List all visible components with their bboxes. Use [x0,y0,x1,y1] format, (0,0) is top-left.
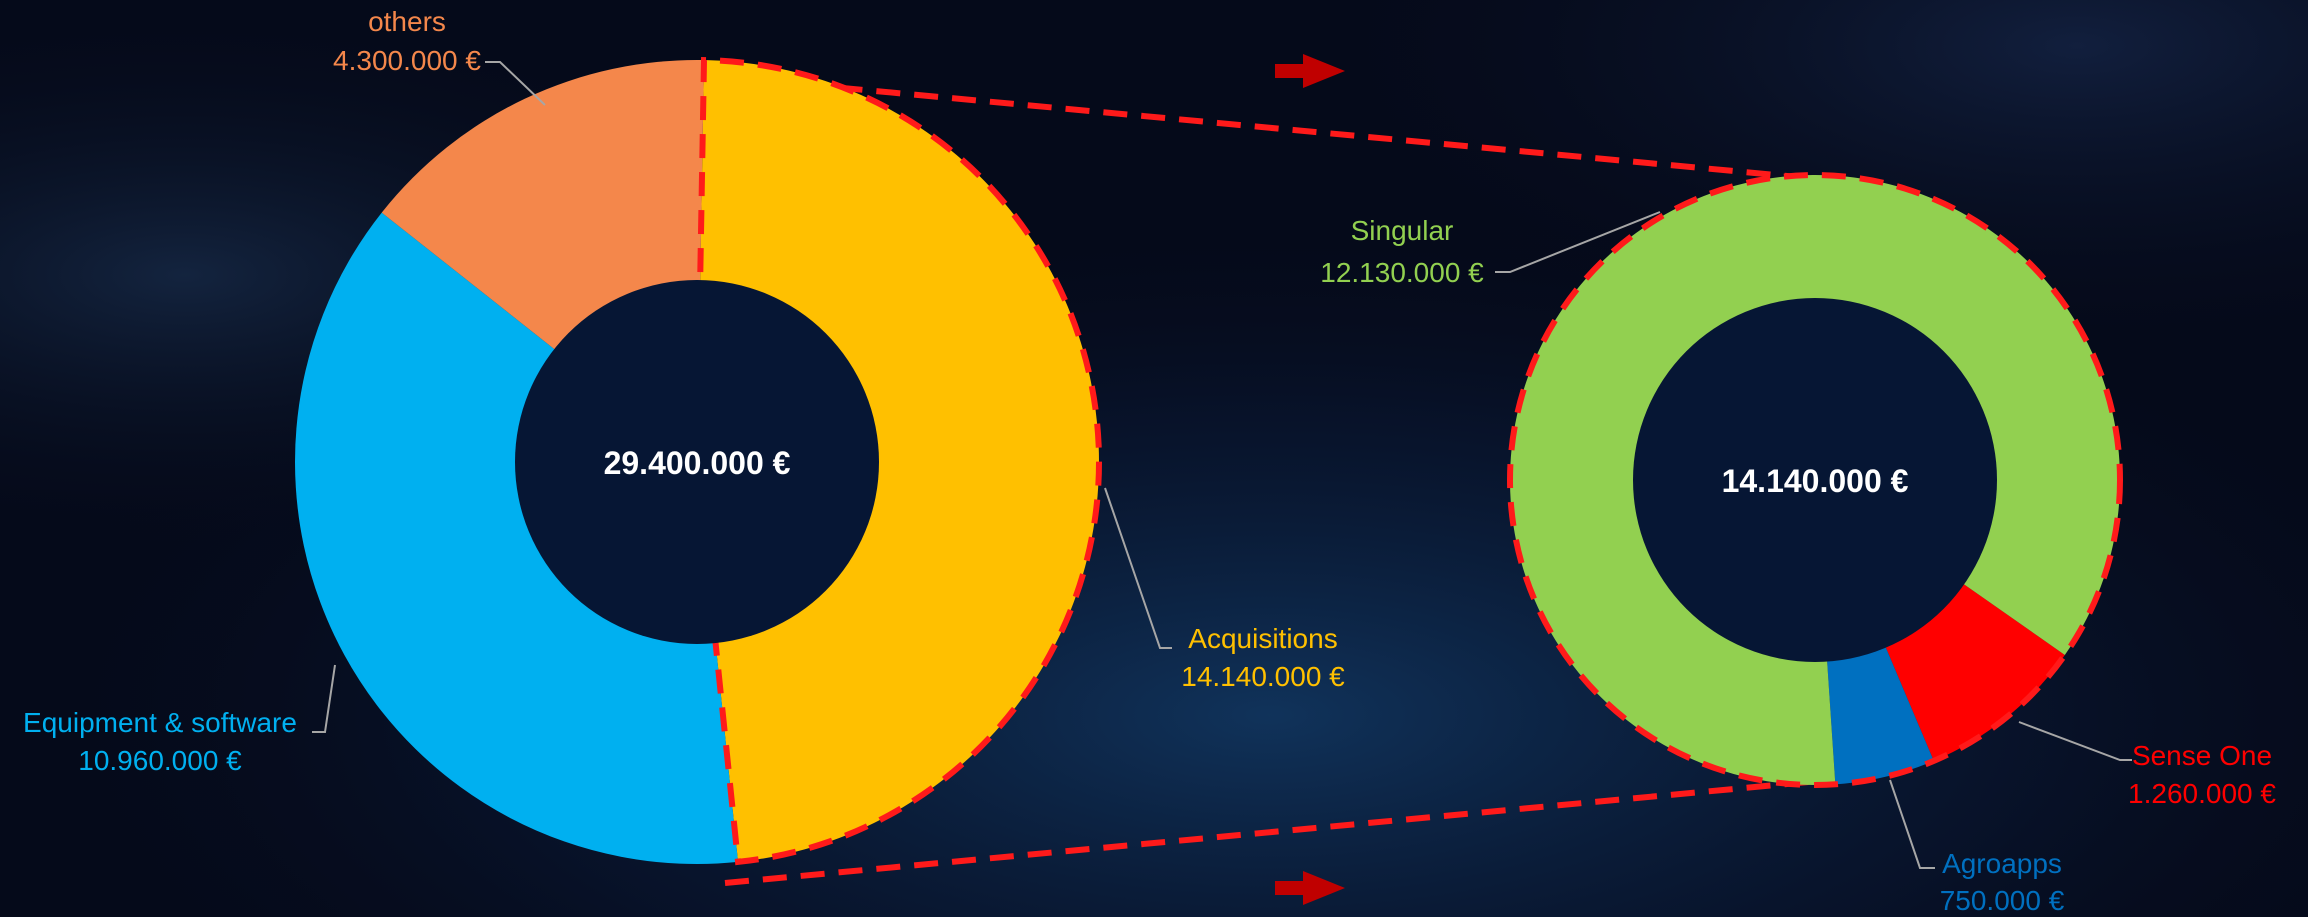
label-others: others 4.300.000 € [333,6,481,76]
label-singular-name: Singular [1351,215,1454,246]
label-acquisitions-name: Acquisitions [1188,623,1337,654]
zoom-connector [724,74,1831,886]
donut-total-hole [515,280,879,644]
label-others-name: others [368,6,446,37]
label-others-value: 4.300.000 € [333,45,481,76]
leader-line-others [485,61,546,106]
label-sense-one-value: 1.260.000 € [2128,778,2276,809]
arrow-right-icon-bottom [1275,871,1345,905]
slice-equipment-software [295,212,739,864]
slice-acquisitions [697,60,1099,862]
label-singular: Singular 12.130.000 € [1320,215,1484,288]
label-acquisitions: Acquisitions 14.140.000 € [1181,623,1345,692]
leader-line-singular [1495,211,1661,273]
arrow-right-icon-top [1275,54,1345,88]
leader-line-acquisitions [1104,487,1172,649]
label-singular-value: 12.130.000 € [1320,257,1484,288]
label-equipment-name: Equipment & software [23,707,297,738]
donut-acquisitions-outline [1507,172,2123,788]
label-equipment-value: 10.960.000 € [78,745,242,776]
label-agroapps-value: 750.000 € [1940,885,2065,916]
label-sense-one-name: Sense One [2132,740,2272,771]
leader-line-equipment [312,664,336,733]
zoom-connector-top [724,74,1831,183]
label-equipment: Equipment & software 10.960.000 € [23,707,297,776]
donut-total-center-label: 29.400.000 € [604,445,791,481]
label-sense-one: Sense One 1.260.000 € [2128,740,2276,809]
donut-acquisitions-hole [1633,298,1997,662]
leader-line-agroapps [1889,779,1935,869]
label-agroapps-name: Agroapps [1942,848,2062,879]
highlight-outline-acquisitions [693,57,1102,866]
zoom-connector-bottom [724,777,1831,886]
donut-total-highlight-outline [693,57,1102,866]
donut-acquisitions-center-label: 14.140.000 € [1722,463,1909,499]
leader-line-sense-one [2018,721,2132,761]
leader-lines [312,61,2132,869]
label-agroapps: Agroapps 750.000 € [1940,848,2065,916]
label-acquisitions-value: 14.140.000 € [1181,661,1345,692]
